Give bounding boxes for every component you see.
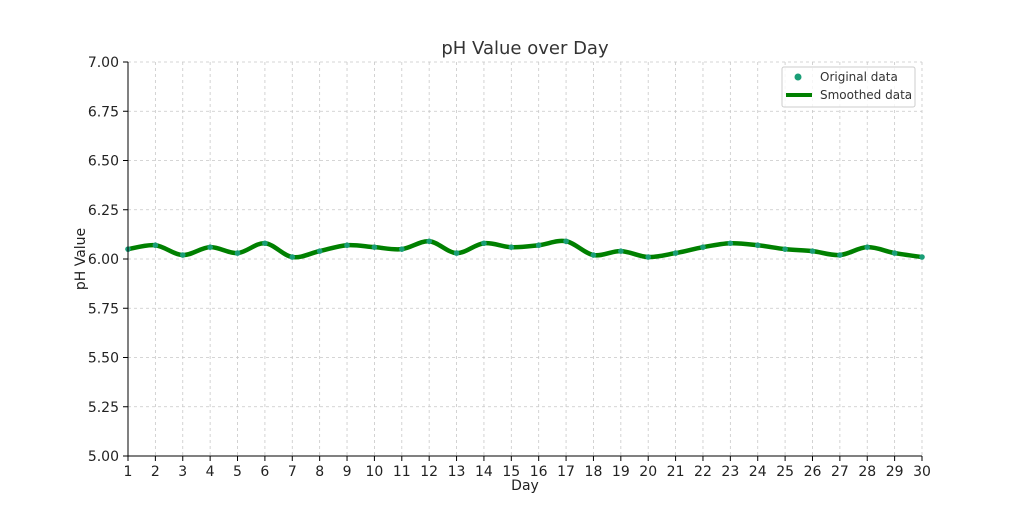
data-point bbox=[864, 244, 871, 250]
x-tick-label: 19 bbox=[612, 464, 630, 480]
data-point bbox=[563, 238, 569, 245]
data-point bbox=[809, 248, 816, 254]
data-point bbox=[618, 248, 624, 254]
data-point bbox=[481, 240, 487, 247]
data-point bbox=[535, 242, 542, 249]
y-tick-label: 5.50 bbox=[88, 351, 119, 367]
y-tick-label: 7.00 bbox=[88, 55, 119, 71]
x-tick-label: 1 bbox=[124, 464, 133, 480]
x-tick-label: 13 bbox=[448, 464, 466, 480]
x-tick-label: 15 bbox=[502, 464, 520, 480]
y-tick-label: 6.50 bbox=[88, 154, 119, 170]
data-point bbox=[289, 254, 296, 260]
data-point bbox=[727, 240, 734, 247]
data-point bbox=[453, 250, 460, 256]
y-axis-title: pH Value bbox=[73, 228, 89, 290]
x-tick-label: 14 bbox=[475, 464, 493, 480]
x-tick-label: 22 bbox=[694, 464, 712, 480]
x-tick-label: 17 bbox=[557, 464, 575, 480]
data-point bbox=[508, 244, 515, 250]
x-tick-label: 10 bbox=[365, 464, 383, 480]
legend-box bbox=[781, 66, 916, 108]
legend-label-smoothed: Smoothed data bbox=[820, 88, 912, 102]
data-point bbox=[316, 248, 323, 254]
data-point bbox=[590, 252, 597, 258]
data-point bbox=[700, 244, 706, 250]
data-point bbox=[837, 252, 843, 258]
data-point bbox=[426, 238, 432, 245]
smoothed-line bbox=[125, 238, 925, 260]
y-axis-ticks: 5.00 5.25 5.50 5.75 6.00 6.25 6.50 6.75 7.00 bbox=[88, 55, 128, 465]
data-point bbox=[782, 246, 788, 252]
x-tick-label: 27 bbox=[831, 464, 849, 480]
data-point bbox=[179, 252, 186, 258]
x-axis-ticks: 1 2 3 4 5 6 7 8 9 10 11 12 13 14 15 16 17 18 19 20 21 22 23 24 2… bbox=[124, 456, 931, 480]
x-tick-label: 28 bbox=[858, 464, 876, 480]
x-tick-label: 3 bbox=[178, 464, 187, 480]
data-point bbox=[754, 242, 761, 249]
x-tick-label: 12 bbox=[420, 464, 438, 480]
data-point bbox=[891, 250, 898, 256]
x-tick-label: 24 bbox=[749, 464, 767, 480]
legend-marker-original bbox=[794, 73, 802, 81]
x-tick-label: 16 bbox=[530, 464, 548, 480]
y-tick-label: 5.00 bbox=[88, 449, 119, 465]
y-tick-label: 6.75 bbox=[88, 104, 119, 120]
y-tick-label: 5.75 bbox=[88, 301, 119, 317]
data-point bbox=[262, 240, 268, 247]
x-tick-label: 21 bbox=[667, 464, 685, 480]
data-point bbox=[234, 250, 241, 256]
y-tick-label: 6.25 bbox=[88, 203, 119, 219]
x-tick-label: 26 bbox=[804, 464, 822, 480]
x-tick-label: 23 bbox=[721, 464, 739, 480]
x-tick-label: 29 bbox=[886, 464, 904, 480]
grid bbox=[127, 61, 923, 457]
data-point bbox=[207, 244, 213, 250]
x-tick-label: 4 bbox=[206, 464, 215, 480]
x-tick-label: 11 bbox=[393, 464, 411, 480]
data-point bbox=[344, 242, 350, 249]
y-tick-label: 5.25 bbox=[88, 400, 119, 416]
x-tick-label: 18 bbox=[585, 464, 603, 480]
y-tick-label: 6.00 bbox=[88, 252, 119, 268]
x-tick-label: 30 bbox=[913, 464, 931, 480]
data-point bbox=[645, 254, 652, 260]
legend-label-original: Original data bbox=[820, 70, 898, 84]
data-point bbox=[152, 242, 159, 249]
x-tick-label: 20 bbox=[639, 464, 657, 480]
x-tick-label: 6 bbox=[260, 464, 269, 480]
legend: Original data Smoothed data bbox=[781, 66, 916, 108]
x-tick-label: 7 bbox=[288, 464, 297, 480]
data-point bbox=[398, 246, 405, 252]
chart-title: pH Value over Day bbox=[441, 38, 609, 59]
x-tick-label: 8 bbox=[315, 464, 324, 480]
data-point bbox=[371, 244, 378, 250]
series-layer bbox=[125, 238, 925, 260]
data-point bbox=[672, 250, 679, 256]
x-tick-label: 2 bbox=[151, 464, 160, 480]
x-axis-title: Day bbox=[511, 478, 539, 494]
x-tick-label: 25 bbox=[776, 464, 794, 480]
x-tick-label: 9 bbox=[343, 464, 352, 480]
data-point bbox=[919, 254, 925, 260]
x-tick-label: 5 bbox=[233, 464, 242, 480]
